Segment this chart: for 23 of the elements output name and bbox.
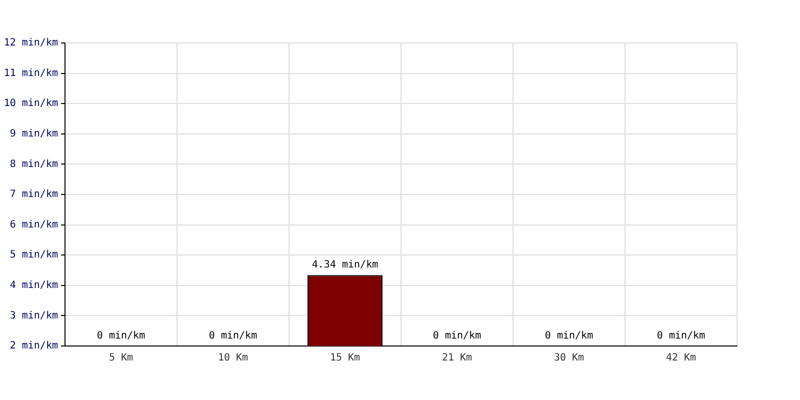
text: 0 min/km — [656, 330, 706, 342]
y-tick-label: 3 min/km — [10, 310, 58, 322]
x-tick-label: 21 Km — [442, 352, 472, 364]
y-tick-label: 7 min/km — [10, 189, 58, 200]
y-tick-label: 12 min/km — [4, 38, 58, 49]
text: 0 min/km — [208, 330, 258, 342]
y-tick-label: 9 min/km — [10, 128, 58, 140]
y-tick-label: 10 min/km — [4, 98, 58, 110]
x-tick-label: 5 Km — [108, 352, 134, 364]
data-label: 4.34 min/km — [312, 260, 378, 271]
x-tick-label: 42 Km — [666, 352, 696, 364]
y-tick-label: 5 min/km — [10, 250, 58, 261]
y-tick-label: 6 min/km — [10, 219, 58, 230]
text: 0 min/km — [544, 330, 594, 342]
x-tick-label: 10 Km — [218, 352, 248, 364]
text: 0 min/km — [96, 330, 146, 342]
x-tick-label: 15 Km — [330, 352, 360, 364]
y-tick-label: 4 min/km — [10, 280, 58, 291]
y-tick-label: 2 min/km — [10, 340, 58, 352]
y-tick-label: 11 min/km — [4, 68, 58, 79]
text: 0 min/km — [432, 330, 482, 342]
y-tick-label: 8 min/km — [10, 158, 58, 170]
x-tick-label: 30 Km — [554, 352, 584, 364]
